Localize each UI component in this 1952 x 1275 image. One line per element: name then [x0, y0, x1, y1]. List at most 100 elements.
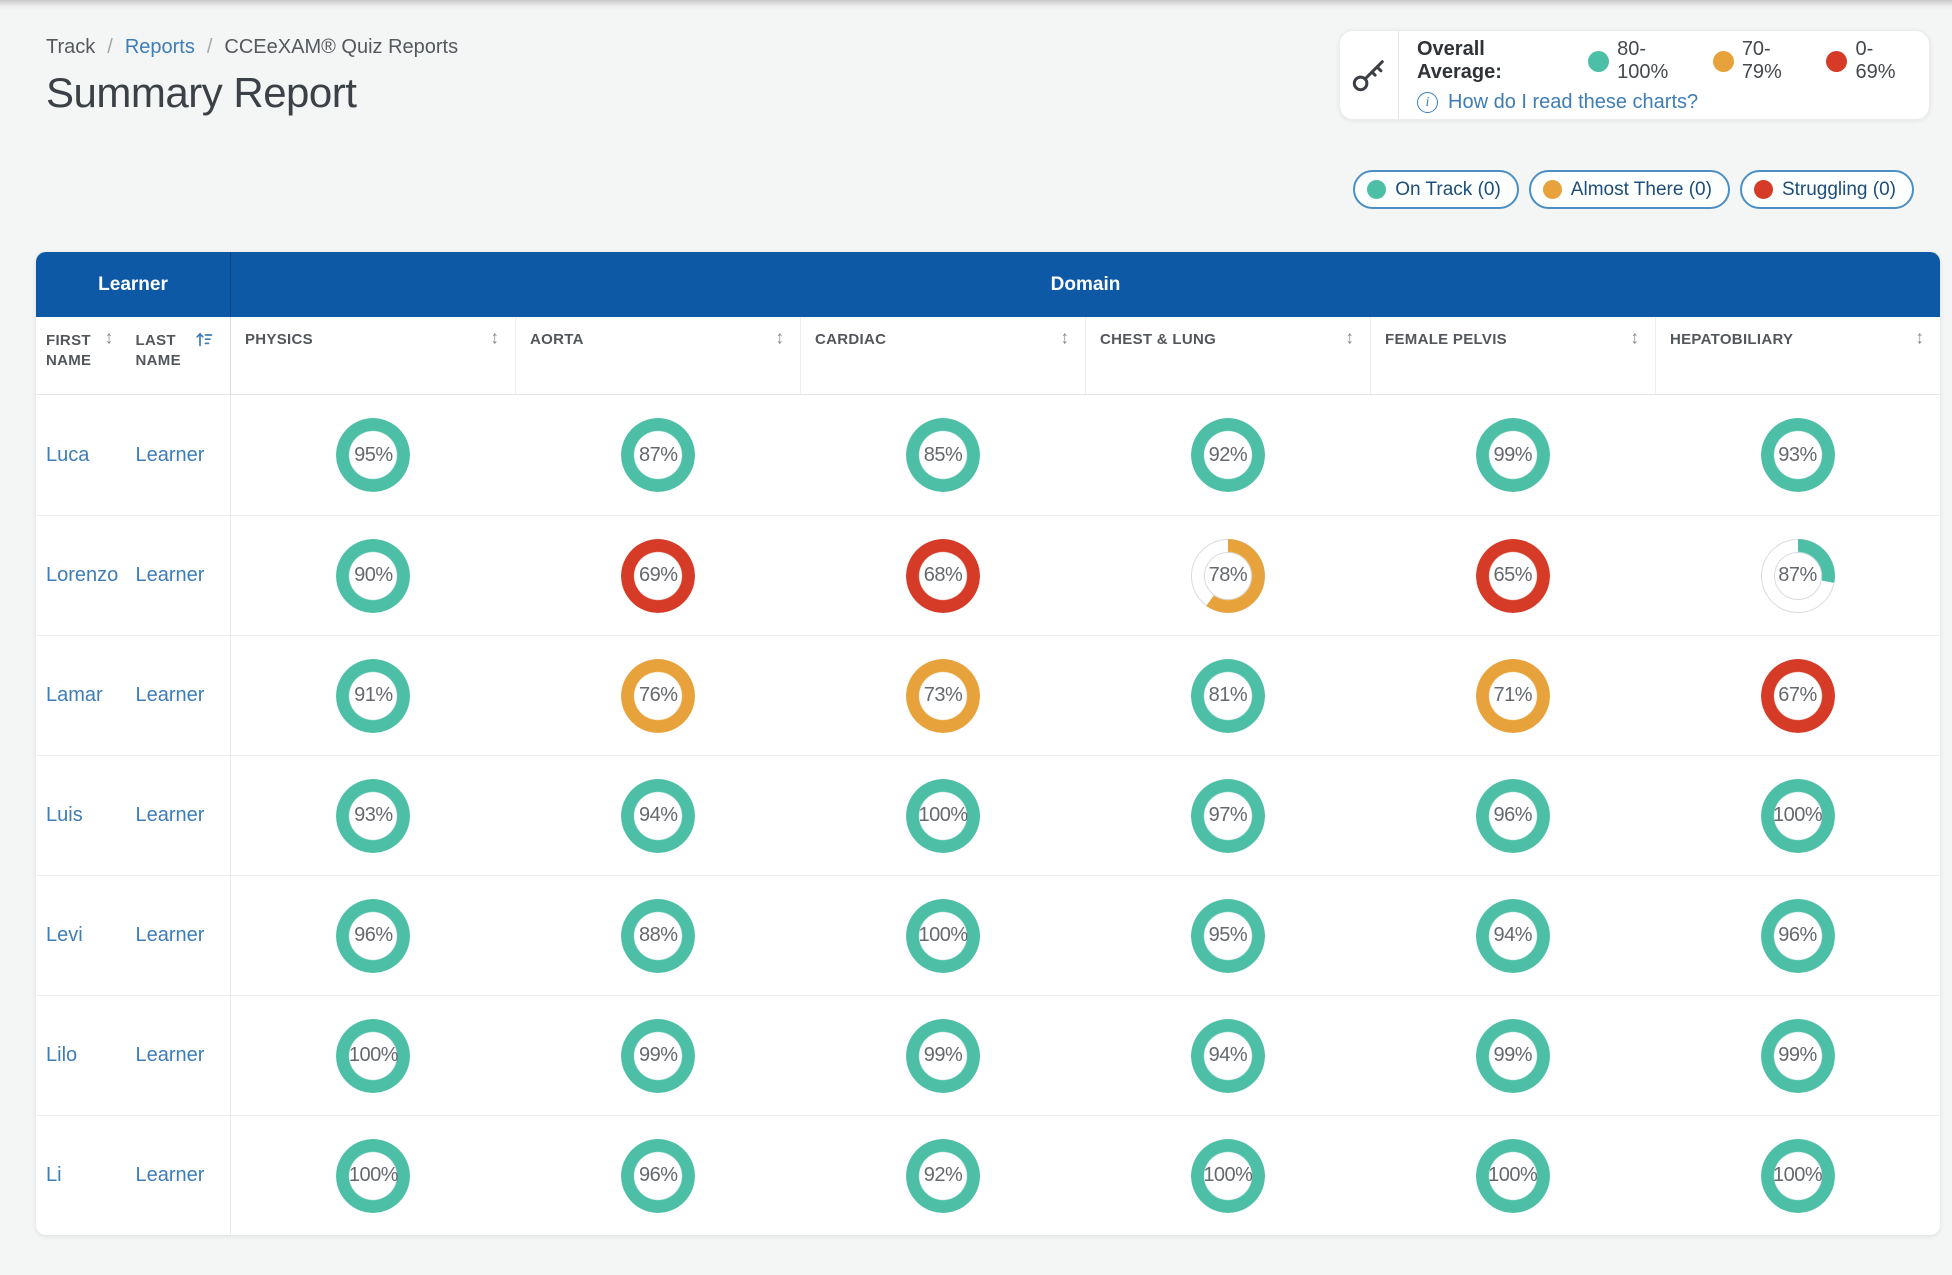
score-cell: 73%: [801, 636, 1086, 755]
filter-label: Almost There (0): [1570, 178, 1712, 200]
score-donut: 100%: [906, 778, 981, 853]
help-link[interactable]: How do I read these charts?: [1448, 91, 1699, 113]
score-cell: 100%: [231, 1116, 516, 1235]
first-name-link[interactable]: Li: [46, 1164, 62, 1186]
score-donut: 96%: [336, 898, 411, 973]
score-donut: 68%: [906, 538, 981, 613]
filter-pill[interactable]: On Track (0): [1353, 170, 1519, 209]
score-donut: 92%: [1190, 418, 1265, 492]
first-name-link[interactable]: Luis: [46, 804, 83, 826]
donut-arc: [336, 778, 411, 853]
first-name-link[interactable]: Lamar: [46, 684, 103, 706]
column-header-domain[interactable]: FEMALE PELVIS ↕: [1371, 317, 1656, 394]
learner-cell: Luis Learner: [36, 756, 231, 875]
score-cell: 96%: [1655, 876, 1940, 995]
donut-arc: [1190, 1138, 1265, 1213]
score-value: 100%: [1488, 1164, 1538, 1186]
score-cell: 97%: [1085, 756, 1370, 875]
score-donut: 94%: [1190, 1018, 1265, 1093]
score-donut: 76%: [621, 658, 696, 733]
score-donut: 96%: [621, 1138, 696, 1213]
first-name-link[interactable]: Levi: [46, 924, 83, 946]
column-header-domain[interactable]: AORTA ↕: [516, 317, 801, 394]
score-value: 93%: [354, 804, 393, 826]
sort-icon[interactable]: ↕: [105, 328, 114, 349]
donut-arc: [1760, 658, 1835, 733]
donut-arc: [906, 418, 981, 492]
filter-pill[interactable]: Struggling (0): [1739, 170, 1914, 209]
score-cell: 96%: [1370, 756, 1655, 875]
donut-arc: [1760, 538, 1835, 613]
column-header-domain[interactable]: CHEST & LUNG ↕: [1086, 317, 1371, 394]
table-row: Lamar Learner 91% 76% 73% 81% 71% 67%: [36, 635, 1940, 755]
donut-arc: [336, 418, 411, 492]
last-name-link[interactable]: Learner: [135, 804, 205, 826]
first-name-link[interactable]: Lorenzo: [46, 564, 119, 586]
score-value: 81%: [1208, 684, 1248, 706]
filter-pill[interactable]: Almost There (0): [1528, 170, 1730, 209]
score-cell: 100%: [1655, 756, 1940, 875]
top-strip: [0, 0, 1952, 10]
score-value: 99%: [1493, 1044, 1532, 1066]
last-name-link[interactable]: Learner: [135, 443, 205, 466]
score-donut: 73%: [906, 658, 981, 733]
column-header-domain[interactable]: PHYSICS ↕: [231, 317, 516, 394]
score-value: 76%: [638, 684, 678, 706]
score-donut: 94%: [1475, 898, 1550, 973]
score-value: 95%: [1208, 924, 1248, 946]
score-cell: 99%: [516, 996, 801, 1115]
column-header-last-name[interactable]: LAST NAME: [132, 317, 230, 394]
donut-arc: [1475, 778, 1550, 853]
first-name-link[interactable]: Lilo: [46, 1044, 78, 1066]
info-icon[interactable]: i: [1417, 92, 1438, 113]
score-cell: 94%: [1085, 996, 1370, 1115]
score-value: 65%: [1493, 564, 1532, 586]
column-header-label: PHYSICS: [245, 331, 313, 348]
summary-table: Learner Domain FIRST NAME ↕ LAST NAME PHYS…: [36, 252, 1940, 1235]
sort-icon[interactable]: ↕: [490, 328, 499, 349]
last-name-link[interactable]: Learner: [135, 684, 205, 706]
score-donut: 99%: [1475, 1018, 1550, 1093]
sort-icon[interactable]: ↕: [1060, 328, 1069, 349]
column-header-domain[interactable]: HEPATOBILIARY ↕: [1656, 317, 1940, 394]
score-cell: 93%: [1655, 395, 1940, 515]
score-donut: 99%: [1760, 1018, 1835, 1093]
column-header-first-name[interactable]: FIRST NAME ↕: [36, 317, 132, 394]
score-cell: 69%: [516, 516, 801, 635]
sort-active-icon[interactable]: [195, 331, 214, 352]
last-name-link[interactable]: Learner: [135, 1164, 205, 1186]
score-donut: 96%: [1475, 778, 1550, 853]
score-value: 99%: [1778, 1044, 1817, 1066]
table-row: Lilo Learner 100% 99% 99% 94% 99% 99%: [36, 995, 1940, 1115]
learner-cell: Lilo Learner: [36, 996, 231, 1115]
first-name-link[interactable]: Luca: [46, 443, 90, 466]
last-name-link[interactable]: Learner: [135, 924, 205, 946]
score-cell: 100%: [231, 996, 516, 1115]
donut-arc: [621, 1138, 696, 1213]
donut-arc: [1760, 778, 1835, 853]
score-value: 67%: [1778, 684, 1817, 706]
donut-arc: [906, 538, 981, 613]
score-donut: 81%: [1190, 658, 1265, 733]
legend-heading: Overall Average:: [1417, 38, 1502, 83]
score-cell: 93%: [231, 756, 516, 875]
score-value: 99%: [638, 1044, 678, 1066]
score-donut: 91%: [336, 658, 411, 733]
score-value: 73%: [923, 684, 963, 706]
breadcrumb-item[interactable]: Reports: [124, 36, 195, 58]
column-header-domain[interactable]: CARDIAC ↕: [801, 317, 1086, 394]
score-cell: 100%: [801, 756, 1086, 875]
last-name-link[interactable]: Learner: [135, 564, 205, 586]
donut-arc: [1475, 1138, 1550, 1213]
donut-arc: [1760, 1138, 1835, 1213]
legend-item: 0-69%: [1826, 38, 1913, 84]
sort-icon[interactable]: ↕: [775, 328, 784, 349]
score-cell: 94%: [516, 756, 801, 875]
donut-arc: [906, 898, 981, 973]
sort-icon[interactable]: ↕: [1630, 328, 1639, 349]
sort-icon[interactable]: ↕: [1345, 328, 1354, 349]
sort-icon[interactable]: ↕: [1915, 328, 1924, 349]
score-cell: 78%: [1085, 516, 1370, 635]
last-name-link[interactable]: Learner: [135, 1044, 205, 1066]
page-header: Track / Reports / CCEeXAM® Quiz Reports Summ…: [0, 10, 1952, 252]
